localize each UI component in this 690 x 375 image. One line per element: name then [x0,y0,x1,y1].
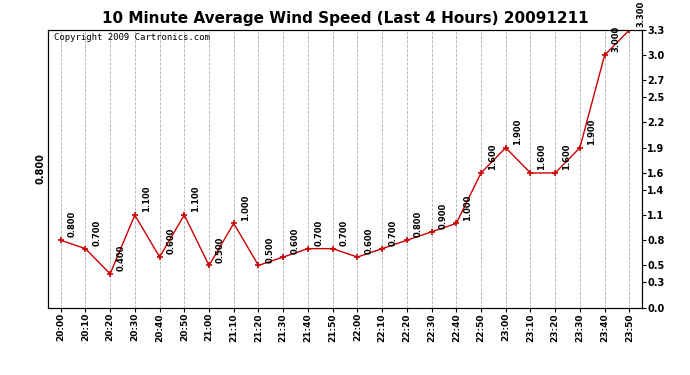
Text: 0.800: 0.800 [68,211,77,237]
Text: 1.900: 1.900 [513,118,522,145]
Text: 1.600: 1.600 [488,144,497,170]
Text: 0.700: 0.700 [389,220,398,246]
Text: 3.000: 3.000 [611,26,620,53]
Text: 0.900: 0.900 [438,203,448,229]
Text: 1.600: 1.600 [538,144,546,170]
Text: 0.500: 0.500 [266,236,275,262]
Text: 0.600: 0.600 [166,228,175,254]
Text: Copyright 2009 Cartronics.com: Copyright 2009 Cartronics.com [55,33,210,42]
Text: 0.800: 0.800 [414,211,423,237]
Text: 1.000: 1.000 [463,194,472,220]
Text: 0.700: 0.700 [92,220,101,246]
Text: 0.500: 0.500 [216,236,225,262]
Text: 0.600: 0.600 [364,228,373,254]
Text: 0.600: 0.600 [290,228,299,254]
Text: 0.700: 0.700 [339,220,348,246]
Text: 3.300: 3.300 [636,1,645,27]
Text: 1.000: 1.000 [241,194,250,220]
Text: 1.100: 1.100 [141,186,151,212]
Text: 1.600: 1.600 [562,144,571,170]
Text: 0.700: 0.700 [315,220,324,246]
Y-axis label: 0.800: 0.800 [35,153,46,184]
Text: 0.400: 0.400 [117,245,126,271]
Text: 1.900: 1.900 [586,118,596,145]
Text: 10 Minute Average Wind Speed (Last 4 Hours) 20091211: 10 Minute Average Wind Speed (Last 4 Hou… [101,11,589,26]
Text: 1.100: 1.100 [191,186,200,212]
